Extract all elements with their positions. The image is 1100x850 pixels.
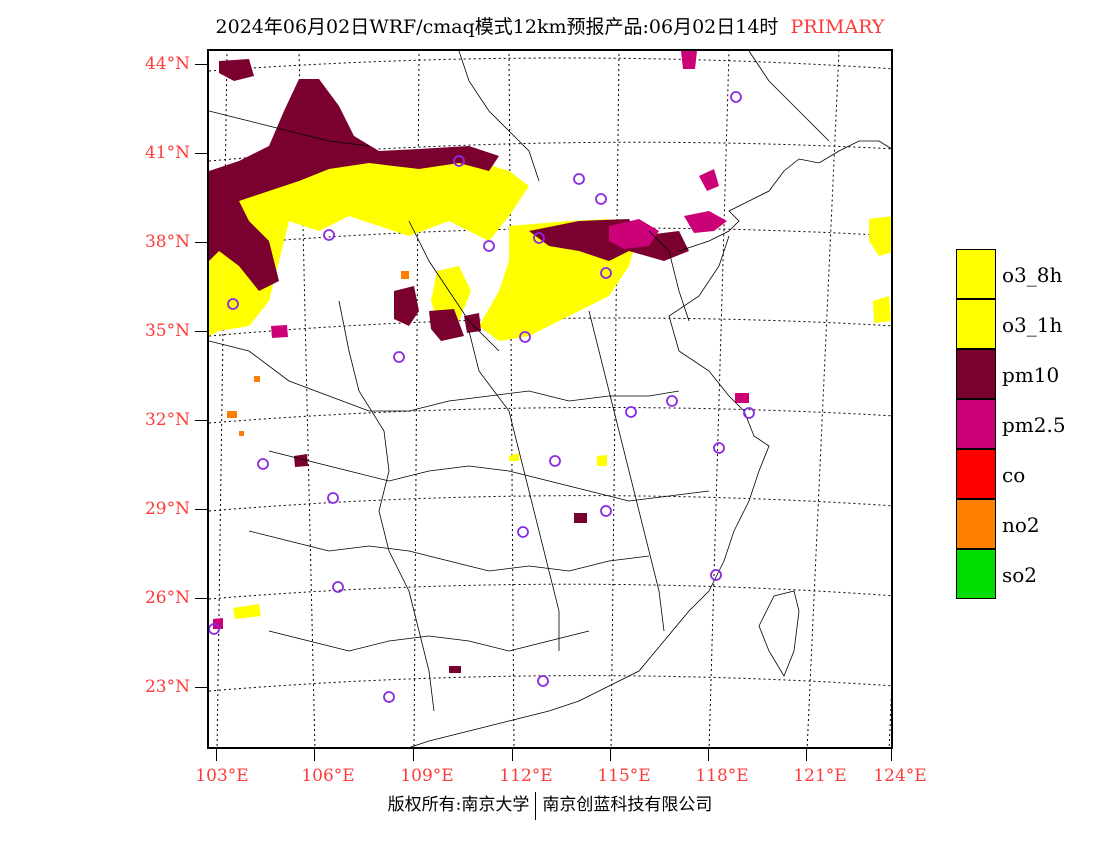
province-2 [268,450,710,502]
station-markers [209,91,755,703]
lon-tick [314,749,315,761]
lat-label: 35°N [144,321,190,341]
parallel-35 [209,317,891,337]
meridian-118 [708,51,730,747]
borders [209,51,891,747]
lon-tick [708,749,709,761]
map-title-main: 2024年06月02日WRF/cmaq模式12km预报产品:06月02日14时 [215,16,779,38]
legend-label: no2 [1002,513,1040,537]
lat-tick [195,509,207,510]
lat-label: 26°N [144,588,190,608]
lon-label: 109°E [400,766,454,786]
legend-swatch [956,249,996,299]
province-7 [588,310,665,632]
parallel-26 [209,583,891,600]
pollution-o3 [209,156,891,619]
province-12 [648,230,690,322]
legend-label: o3_1h [1002,313,1063,337]
legend-label: co [1002,463,1026,487]
meridian-103 [216,51,228,747]
meridian-109 [413,51,420,747]
coastline [678,140,891,252]
parallel-32 [209,407,891,424]
map-title: 2024年06月02日WRF/cmaq模式12km预报产品:06月02日14时 P… [0,12,1100,39]
meridian-112 [508,51,515,747]
province-9 [209,110,370,147]
meridian-124 [888,692,891,747]
lat-label: 44°N [144,54,190,74]
lat-label: 38°N [144,232,190,252]
map-canvas [209,51,891,747]
lat-label: 29°N [144,499,190,519]
lon-label: 121°E [793,766,847,786]
copyright-owner: 版权所有:南京大学 [387,795,530,815]
pollution-no2 [227,271,409,436]
legend-swatch [956,349,996,399]
province-1 [209,340,680,412]
legend-label: so2 [1002,563,1038,587]
parallel-29 [209,495,891,512]
map-title-tag: PRIMARY [790,16,885,38]
lat-label: 23°N [144,677,190,697]
lon-tick [610,749,611,761]
legend-label: pm2.5 [1002,413,1066,437]
lat-tick [195,420,207,421]
province-10 [458,51,540,182]
parallel-23 [209,675,891,692]
map-panel [207,49,893,749]
copyright-divider [535,791,537,820]
lon-tick [891,749,892,761]
lat-tick [195,242,207,243]
lat-label: 41°N [144,143,190,163]
lon-label: 118°E [695,766,749,786]
legend-swatch [956,449,996,499]
legend-label: pm10 [1002,363,1060,387]
lat-label: 32°N [144,410,190,430]
pollution-pm25 [213,51,749,629]
province-4 [268,630,590,652]
meridian-106 [298,51,316,747]
lat-tick [195,598,207,599]
lat-tick [195,64,207,65]
lon-label: 103°E [195,766,249,786]
lon-tick [413,749,414,761]
pollution-pm10 [209,59,689,673]
legend-swatch [956,399,996,449]
province-11 [748,51,830,142]
parallel-44 [209,57,891,72]
lon-tick [806,749,807,761]
lon-label: 115°E [597,766,651,786]
province-5 [338,300,435,712]
parallel-38 [209,227,891,247]
coastline-south [409,235,770,747]
province-3 [248,530,650,572]
lon-label: 106°E [301,766,355,786]
legend-label: o3_8h [1002,263,1063,287]
legend-swatch [956,299,996,349]
meridian-121 [806,51,840,747]
lat-tick [195,331,207,332]
legend-swatch [956,549,996,599]
province-6 [468,330,560,651]
lat-tick [195,153,207,154]
copyright: 版权所有:南京大学 南京创蓝科技有限公司 [0,790,1100,820]
lon-tick [512,749,513,761]
legend-swatch [956,499,996,549]
taiwan [758,590,800,677]
province-8 [408,220,500,352]
lon-tick [216,749,217,761]
lat-tick [195,687,207,688]
lon-label: 112°E [499,766,553,786]
lon-label: 124°E [873,766,927,786]
copyright-company: 南京创蓝科技有限公司 [542,795,713,815]
meridian-115 [610,51,620,747]
